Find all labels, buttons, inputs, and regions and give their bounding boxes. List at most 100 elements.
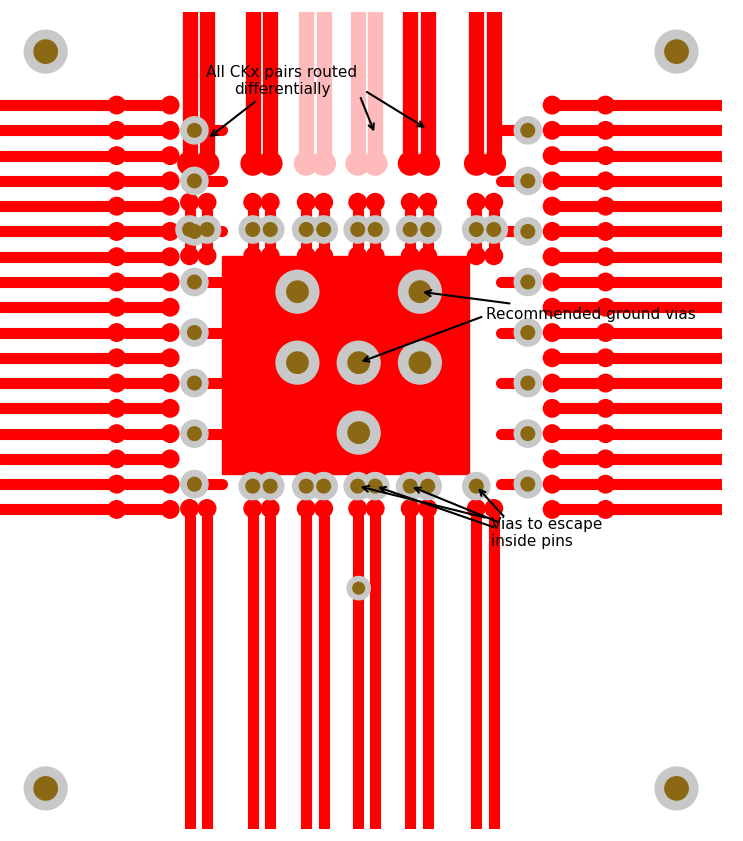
Circle shape (401, 247, 419, 264)
Circle shape (346, 151, 369, 175)
Circle shape (597, 399, 614, 417)
Circle shape (514, 218, 542, 245)
Circle shape (25, 30, 67, 73)
Circle shape (293, 216, 319, 243)
Circle shape (464, 151, 488, 175)
Circle shape (347, 577, 370, 600)
Circle shape (181, 319, 208, 346)
Circle shape (543, 198, 561, 215)
Circle shape (470, 223, 483, 236)
Circle shape (108, 450, 126, 468)
Circle shape (34, 40, 57, 63)
Text: Recommended ground vias: Recommended ground vias (425, 290, 695, 321)
Circle shape (348, 422, 369, 443)
Circle shape (200, 223, 214, 236)
Circle shape (161, 324, 179, 341)
Text: All CKx pairs routed
differentially: All CKx pairs routed differentially (207, 65, 357, 136)
Circle shape (181, 247, 198, 264)
Circle shape (161, 223, 179, 241)
Circle shape (108, 97, 126, 114)
Circle shape (287, 281, 308, 303)
Circle shape (597, 248, 614, 266)
Circle shape (198, 247, 215, 264)
Circle shape (161, 273, 179, 291)
Circle shape (398, 151, 422, 175)
Circle shape (262, 193, 279, 211)
Circle shape (239, 216, 266, 243)
Circle shape (470, 479, 483, 493)
Circle shape (198, 500, 215, 517)
Circle shape (543, 374, 561, 392)
Circle shape (108, 273, 126, 291)
Circle shape (161, 122, 179, 139)
Circle shape (183, 223, 196, 236)
Circle shape (299, 479, 313, 493)
Circle shape (181, 167, 208, 194)
Circle shape (366, 247, 384, 264)
Circle shape (597, 273, 614, 291)
Circle shape (108, 122, 126, 139)
Circle shape (297, 500, 315, 517)
Circle shape (514, 268, 542, 295)
Circle shape (543, 273, 561, 291)
Circle shape (181, 117, 208, 144)
Circle shape (187, 174, 201, 188)
Circle shape (397, 473, 424, 500)
Circle shape (655, 767, 698, 810)
Circle shape (351, 479, 365, 493)
Circle shape (161, 349, 179, 367)
Circle shape (181, 369, 208, 397)
Circle shape (482, 151, 505, 175)
Circle shape (655, 30, 698, 73)
Circle shape (597, 299, 614, 316)
Circle shape (181, 500, 198, 517)
Circle shape (161, 147, 179, 164)
Circle shape (181, 268, 208, 295)
Circle shape (543, 399, 561, 417)
Circle shape (543, 324, 561, 341)
Circle shape (597, 198, 614, 215)
Circle shape (597, 475, 614, 493)
Circle shape (597, 223, 614, 241)
Circle shape (108, 374, 126, 392)
Circle shape (514, 319, 542, 346)
Circle shape (161, 198, 179, 215)
Circle shape (369, 479, 382, 493)
Circle shape (337, 341, 380, 384)
Circle shape (108, 172, 126, 189)
Circle shape (108, 299, 126, 316)
Circle shape (487, 223, 501, 236)
Circle shape (108, 147, 126, 164)
Circle shape (310, 473, 337, 500)
Circle shape (543, 500, 561, 518)
Circle shape (244, 500, 262, 517)
Circle shape (597, 500, 614, 518)
Circle shape (421, 223, 435, 236)
Circle shape (317, 223, 331, 236)
Circle shape (161, 374, 179, 392)
Circle shape (244, 247, 262, 264)
Circle shape (187, 225, 201, 238)
Circle shape (181, 471, 208, 498)
Circle shape (310, 216, 337, 243)
Circle shape (419, 247, 436, 264)
Circle shape (351, 223, 365, 236)
Circle shape (299, 223, 313, 236)
Circle shape (246, 479, 259, 493)
Circle shape (485, 193, 502, 211)
Circle shape (344, 216, 372, 243)
Circle shape (187, 478, 201, 491)
Circle shape (665, 40, 688, 63)
Circle shape (597, 374, 614, 392)
Circle shape (108, 198, 126, 215)
Text: Vias to escape
inside pins: Vias to escape inside pins (363, 486, 603, 549)
Circle shape (597, 172, 614, 189)
Circle shape (297, 247, 315, 264)
Circle shape (181, 218, 208, 245)
Circle shape (543, 97, 561, 114)
Circle shape (198, 193, 215, 211)
Circle shape (543, 223, 561, 241)
Circle shape (514, 117, 542, 144)
Circle shape (403, 223, 417, 236)
Circle shape (108, 349, 126, 367)
